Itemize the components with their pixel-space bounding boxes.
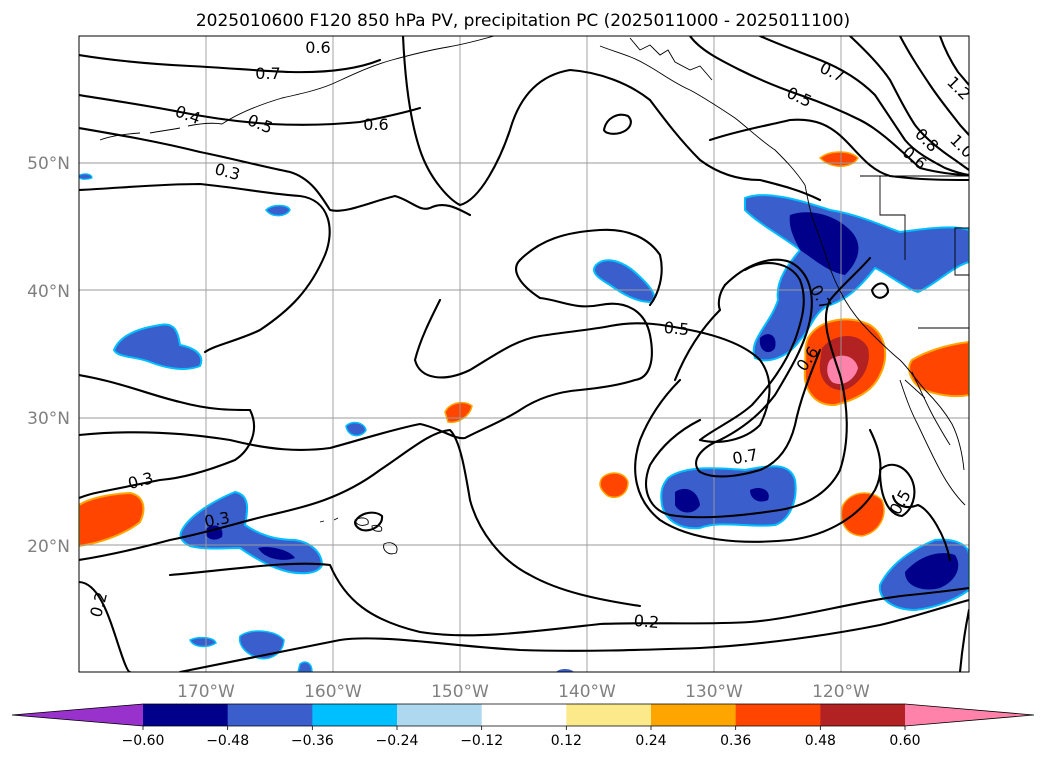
colorbar-segment [397,704,483,726]
colorbar-extend-min [12,704,143,726]
colorbar-extend-max [905,704,1034,726]
colorbar-tick-label: −0.60 [122,733,165,749]
colorbar-segment [735,704,821,726]
colorbar-segment [227,704,313,726]
contour-label: 0.7 [731,445,759,468]
lon-label: 160°W [304,682,362,702]
colorbar-segment [566,704,652,726]
colorbar-tick-label: 0.60 [889,733,920,749]
colorbar-tick-label: 0.36 [720,733,751,749]
lon-label: 150°W [431,682,489,702]
pv-contours [79,36,969,672]
colorbar-segment [481,704,567,726]
lon-label: 140°W [558,682,616,702]
map-frame [78,35,970,673]
gridlines [79,36,969,672]
lon-label: 120°W [812,682,870,702]
lon-label: 130°W [685,682,743,702]
longitude-labels: 170°W 160°W 150°W 140°W 130°W 120°W [177,682,870,702]
contour-label: 0.7 [255,64,280,83]
coastlines [99,36,969,555]
lat-label: 30°N [27,409,70,429]
contour-label: 0.5 [663,318,690,339]
lon-label: 170°W [177,682,235,702]
contour-label: 0.3 [203,508,231,531]
figure-title: 2025010600 F120 850 hPa PV, precipitatio… [196,11,850,31]
latitude-labels: 50°N 40°N 30°N 20°N [27,154,70,557]
colorbar-tick-label: 0.12 [551,733,582,749]
lat-label: 20°N [27,537,70,557]
colorbar-segment [312,704,398,726]
lat-label: 40°N [27,282,70,302]
colorbar-tick-label: −0.24 [376,733,419,749]
colorbar-tick-label: −0.48 [206,733,249,749]
colorbar: −0.60 −0.48 −0.36 −0.24 −0.12 0.12 0.24 0.36 0.4… [11,703,1035,749]
colorbar-segment [651,704,737,726]
contour-label: 0.6 [305,38,330,57]
colorbar-tick-label: −0.12 [460,733,503,749]
contour-label: 0.2 [633,611,660,632]
colorbar-segment [820,704,906,726]
colorbar-tick-label: 0.24 [635,733,666,749]
colorbar-tick-label: 0.48 [805,733,836,749]
colorbar-tick-label: −0.36 [291,733,334,749]
colorbar-segment [143,704,229,726]
contour-label: 0.6 [363,115,388,134]
lat-label: 50°N [27,154,70,174]
